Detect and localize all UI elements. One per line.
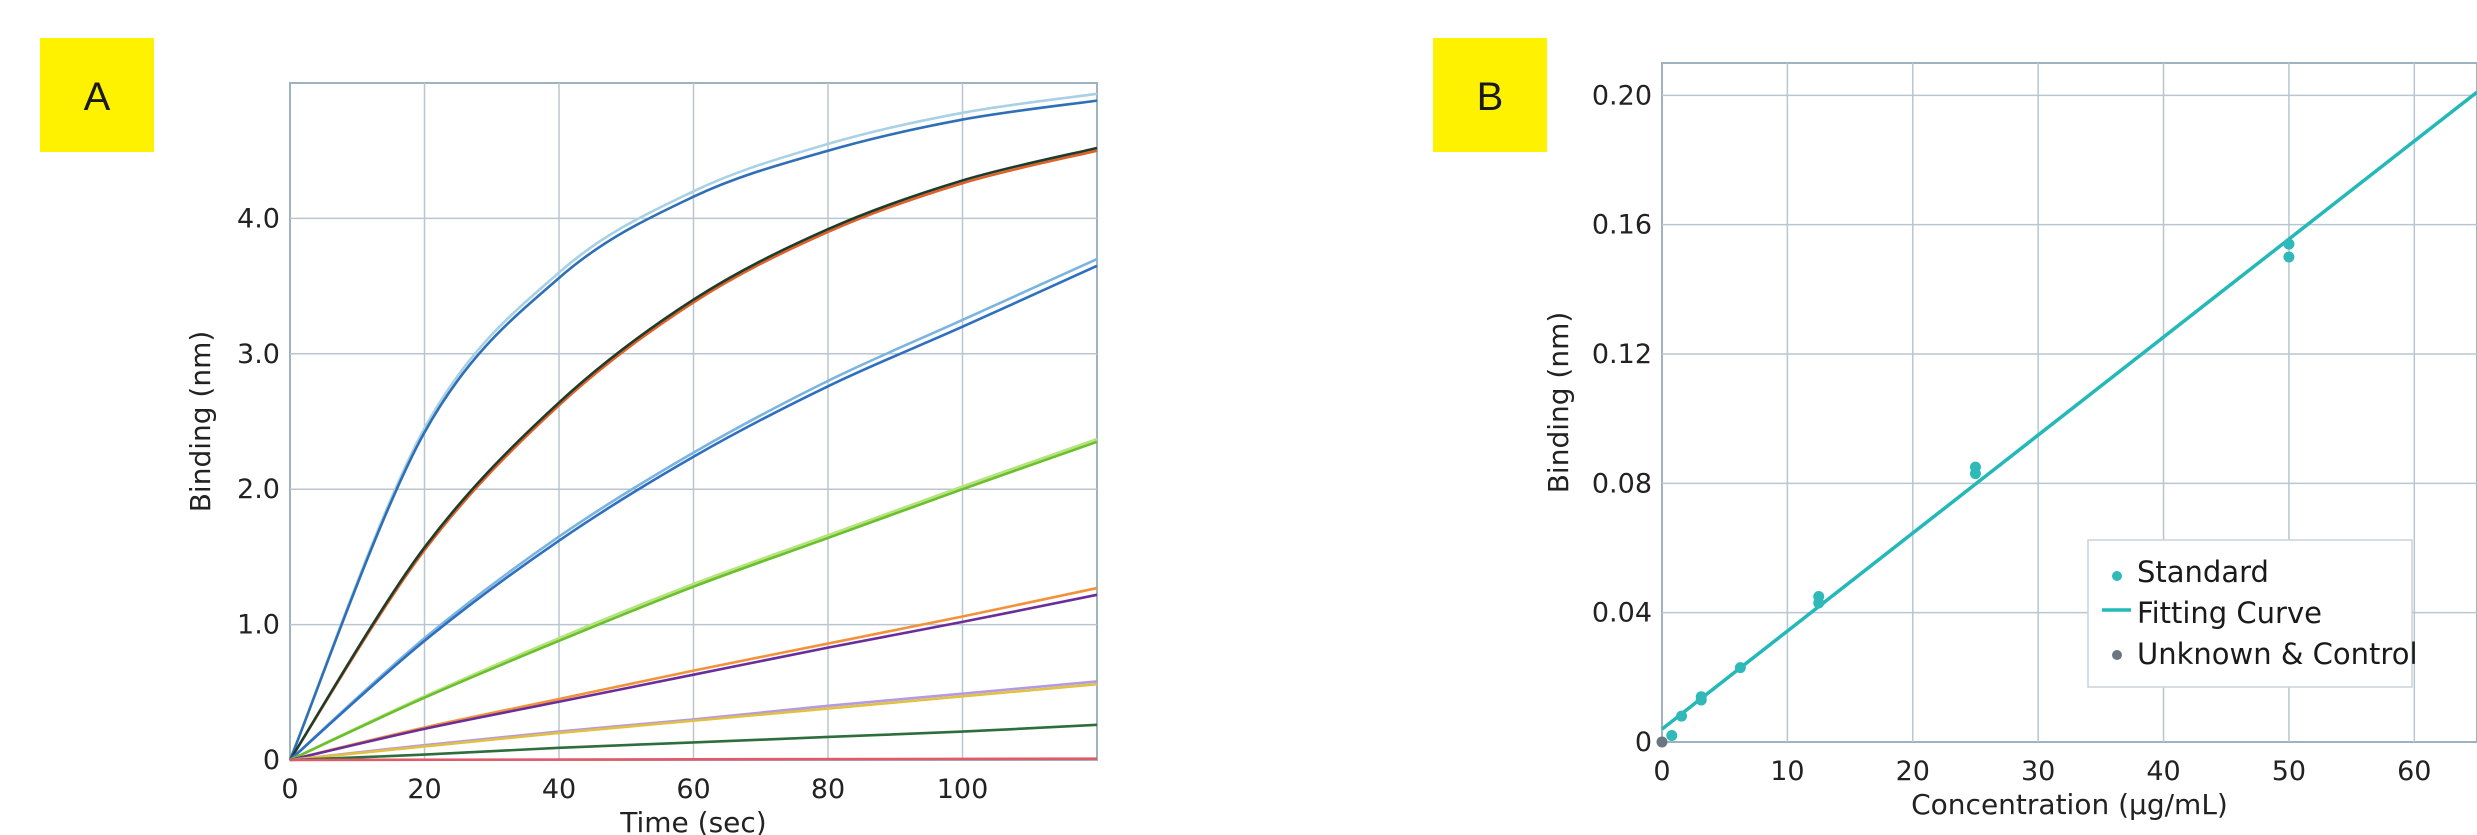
binding-curve: [289, 264, 1098, 761]
binding-curve: [289, 593, 1098, 762]
standard-point: [1666, 730, 1678, 742]
binding-curve: [288, 146, 1098, 761]
x-tick-label: 50: [2272, 756, 2306, 787]
panel-b-label: B: [1477, 75, 1504, 119]
legend-standard-label: Standard: [2137, 555, 2269, 589]
binding-curve: [289, 257, 1098, 761]
binding-curve: [289, 757, 1098, 762]
binding-curve: [289, 586, 1098, 762]
standard-point: [1695, 691, 1707, 703]
chart-a: 0 20 40 60 80 100 0 1.0 2.0 3.0 4.0 Time (sec) Bindi…: [184, 82, 1098, 835]
y-tick-label: 4.0: [237, 203, 280, 234]
legend-standard-marker: [2112, 571, 2122, 581]
panel-a-label: A: [84, 75, 111, 119]
panel-a-badge: A: [40, 38, 154, 152]
unknown-control-point: [1656, 736, 1668, 748]
panel-a-badge-bg: [40, 38, 154, 152]
y-axis-title: Binding (nm): [184, 331, 217, 513]
x-tick-label: 10: [1770, 756, 1804, 787]
x-axis-title: Time (sec): [619, 806, 766, 835]
x-tick-label: 80: [811, 774, 845, 805]
x-tick-label: 30: [2021, 756, 2055, 787]
x-tick-label: 100: [937, 774, 989, 805]
y-tick-label: 1.0: [237, 610, 280, 641]
legend-box: [2087, 539, 2413, 688]
binding-curve: [289, 680, 1098, 762]
x-tick-label: 60: [2397, 756, 2431, 787]
standard-point: [2283, 251, 2295, 263]
y-tick-label: 2.0: [237, 474, 280, 505]
standard-point: [1813, 591, 1825, 602]
binding-curve: [288, 92, 1098, 761]
y-tick-label: 0.08: [1592, 468, 1652, 499]
standard-point: [1676, 710, 1688, 722]
legend: Standard Fitting Curve Unknown & Control: [2087, 539, 2418, 688]
panel-b-badge-bg: [1433, 38, 1547, 152]
legend-fitting-label: Fitting Curve: [2137, 596, 2322, 630]
x-tick-label: 0: [1653, 756, 1670, 787]
x-axis-title: Concentration (μg/mL): [1911, 788, 2228, 821]
standard-point: [1734, 662, 1746, 674]
y-tick-label: 3.0: [237, 339, 280, 370]
standard-point: [2283, 238, 2295, 250]
chart-b: 0 10 20 30 40 50 60 0 0.04 0.08 0.12 0.16 0.20 Concen…: [1542, 62, 2477, 821]
y-axis-title: Binding (nm): [1542, 312, 1575, 494]
binding-curve: [288, 149, 1098, 761]
binding-curve: [289, 682, 1098, 762]
x-tick-label: 20: [407, 774, 441, 805]
x-tick-label: 60: [676, 774, 710, 805]
y-tick-label: 0.16: [1592, 210, 1652, 241]
binding-curve: [289, 440, 1098, 762]
y-tick-label: 0: [263, 745, 280, 776]
legend-unknown-marker: [2112, 650, 2122, 660]
panel-b-badge: B: [1433, 38, 1547, 152]
standard-point: [1969, 461, 1981, 473]
fitting-curve-line: [1660, 90, 2477, 731]
x-tick-label: 0: [281, 774, 298, 805]
x-tick-label: 40: [2146, 756, 2180, 787]
y-tick-label: 0: [1635, 727, 1652, 758]
y-tick-label: 0.20: [1592, 80, 1652, 111]
x-tick-label: 20: [1896, 756, 1930, 787]
binding-curve: [288, 99, 1098, 761]
x-tick-label: 40: [542, 774, 576, 805]
binding-curve: [289, 723, 1098, 762]
y-tick-label: 0.04: [1592, 598, 1652, 629]
y-tick-label: 0.12: [1592, 339, 1652, 370]
legend-unknown-label: Unknown & Control: [2137, 637, 2418, 671]
